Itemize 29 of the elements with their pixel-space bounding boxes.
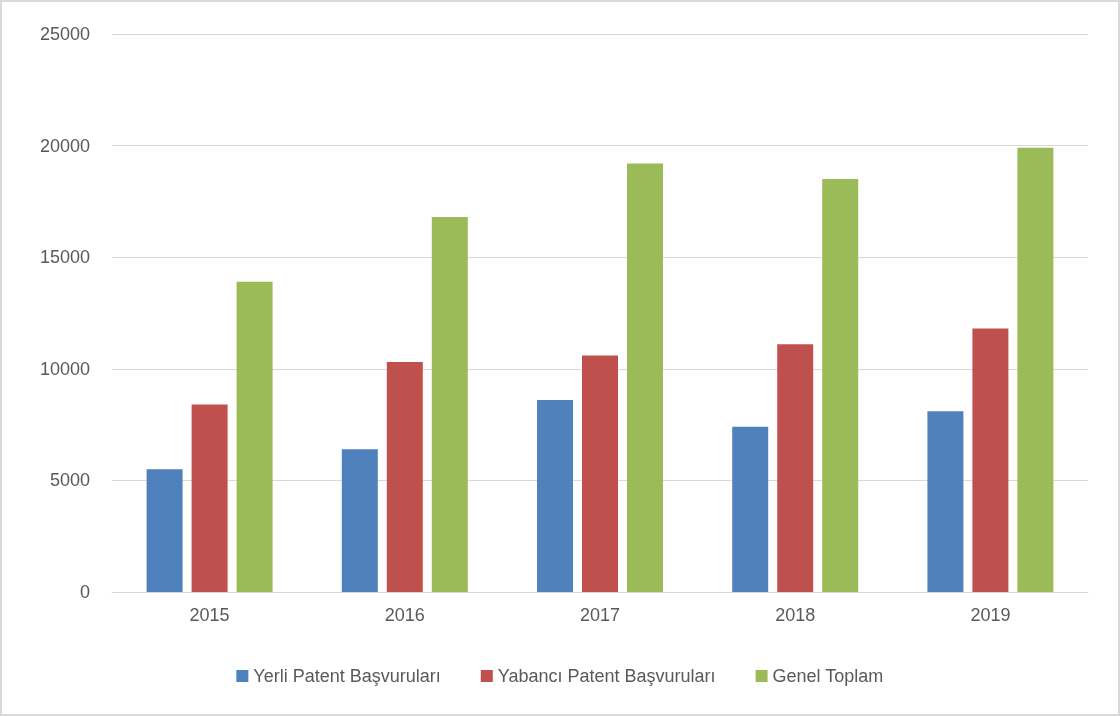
y-tick-label: 10000 xyxy=(39,358,90,379)
bar xyxy=(777,344,814,592)
bar xyxy=(822,179,859,592)
bar xyxy=(386,362,423,592)
x-tick-label: 2016 xyxy=(384,605,425,625)
bar xyxy=(146,469,183,592)
y-tick-label: 25000 xyxy=(39,24,90,44)
bar xyxy=(341,449,378,592)
y-tick-label: 20000 xyxy=(39,135,90,156)
y-tick-label: 15000 xyxy=(39,247,90,268)
bar xyxy=(627,163,663,592)
bar xyxy=(1017,147,1054,592)
legend-label: Genel Toplam xyxy=(772,666,884,686)
x-tick-label: 2019 xyxy=(970,605,1011,625)
bar xyxy=(537,400,573,592)
bar xyxy=(927,411,964,592)
x-tick-label: 2018 xyxy=(775,605,816,625)
bar xyxy=(431,217,468,592)
x-tick-label: 2015 xyxy=(189,605,230,625)
x-tick-label: 2017 xyxy=(579,605,621,625)
legend-label: Yerli Patent Başvuruları xyxy=(253,666,441,686)
y-tick-label: 5000 xyxy=(49,470,90,491)
y-tick-label: 0 xyxy=(79,582,90,602)
legend-label: Yabancı Patent Başvuruları xyxy=(497,666,716,686)
bar xyxy=(972,328,1009,592)
bar xyxy=(191,404,228,592)
bar xyxy=(582,355,618,592)
bar xyxy=(732,426,769,592)
bar xyxy=(236,281,273,592)
